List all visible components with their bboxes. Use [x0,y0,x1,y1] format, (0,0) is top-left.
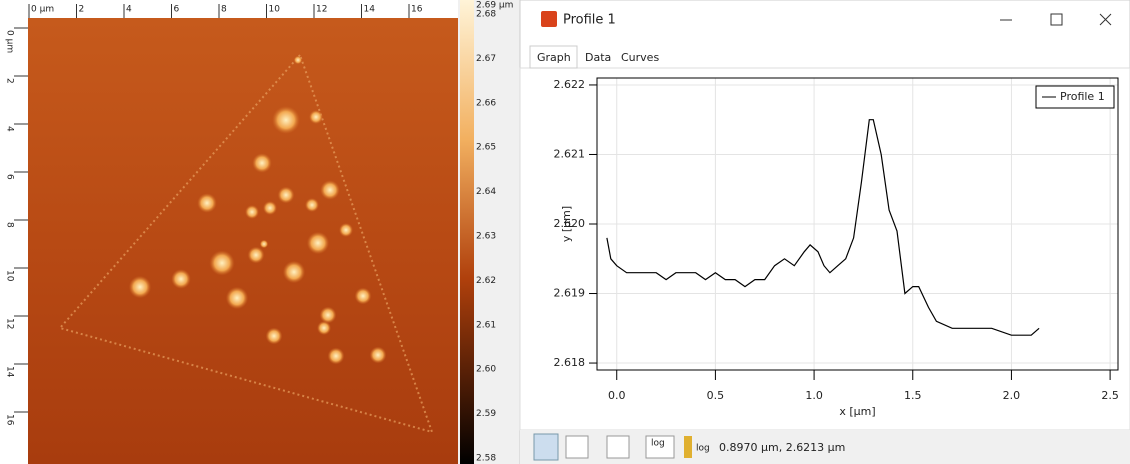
colorbar-label: 2.63 [476,232,496,242]
afm-image [28,18,458,464]
particle [252,153,272,173]
x-ruler-label: 10 [269,5,281,15]
window-title: Profile 1 [563,13,616,28]
particle [248,247,265,264]
particle [307,232,329,254]
particle [171,269,191,289]
particle [266,328,283,345]
particle [260,240,268,248]
tab[interactable]: Graph [537,51,571,64]
colorbar [460,0,474,464]
x-ruler-label: 12 [316,5,327,15]
particle [129,276,151,298]
y-tick-label: 2.618 [554,356,586,369]
left-ruler [0,18,28,464]
y-tick-label: 2.619 [554,287,586,300]
colorbar-label: 2.60 [476,365,496,375]
y-ruler-label: 6 [5,174,15,180]
colorbar-label: 2.61 [476,320,496,330]
x-tick-label: 0.5 [707,389,725,402]
x-axis-label: x [µm] [839,405,875,418]
colorbar-label: 2.64 [476,187,496,197]
x-ruler-label: 8 [221,5,227,15]
colorbar-label: 2.58 [476,454,496,464]
tool-button[interactable] [607,436,629,458]
screenshot: 0 µm2468101214160 µm2468101214162.69 µm2… [0,0,1130,464]
colorbar-label: 2.62 [476,276,496,286]
y-tick-label: 2.621 [554,147,586,160]
log-button-label[interactable]: log [651,439,665,449]
colorbar-label: 2.66 [476,98,496,108]
y-ruler-label: 14 [5,366,15,378]
x-ruler-label: 6 [174,5,180,15]
particle [263,201,277,215]
x-tick-label: 1.0 [805,389,823,402]
y-tick-label: 2.622 [554,78,586,91]
particle [197,193,217,213]
particle [226,287,248,309]
x-ruler-label: 0 µm [31,5,54,15]
particle [294,56,302,64]
y-ruler-label: 16 [5,414,15,426]
particle [320,307,337,324]
x-tick-label: 2.5 [1101,389,1119,402]
x-ruler-label: 16 [411,5,423,15]
top-ruler [0,0,458,18]
colorbar-label: 2.59 [476,409,496,419]
x-ruler-label: 4 [126,5,132,15]
tab[interactable]: Data [585,51,611,64]
colorbar-label: 2.67 [476,54,496,64]
particle [278,187,295,204]
app-icon [541,11,557,27]
log-button-label[interactable]: log [696,444,710,454]
x-tick-label: 1.5 [904,389,922,402]
particle [245,205,259,219]
x-ruler-label: 2 [79,5,85,15]
y-ruler-label: 4 [5,126,15,132]
particle [355,288,372,305]
y-ruler-label: 2 [5,78,15,84]
legend-label: Profile 1 [1060,90,1105,103]
y-ruler-label: 12 [5,318,15,329]
particle [305,198,319,212]
particle [370,347,387,364]
colorbar-label: 2.65 [476,143,496,153]
particle [317,321,331,335]
particle [328,348,345,365]
status-text: 0.8970 µm, 2.6213 µm [719,441,845,454]
particle [283,261,305,283]
colorbar-label: 2.68 [476,10,496,20]
y-axis-label: y [µm] [560,206,573,242]
particle [339,223,353,237]
y-ruler-label: 8 [5,222,15,228]
particle [309,110,323,124]
graph-area [520,68,1130,430]
particle [209,250,234,275]
tool-button[interactable] [566,436,588,458]
tool-button[interactable] [534,434,558,460]
tool-button[interactable] [684,436,692,458]
y-ruler-label: 10 [5,270,15,282]
x-tick-label: 0.0 [608,389,626,402]
x-ruler-label: 14 [364,5,376,15]
tab[interactable]: Curves [621,51,659,64]
particle [320,180,340,200]
x-tick-label: 2.0 [1003,389,1021,402]
particle [272,106,300,134]
y-ruler-label: 0 µm [5,30,15,53]
